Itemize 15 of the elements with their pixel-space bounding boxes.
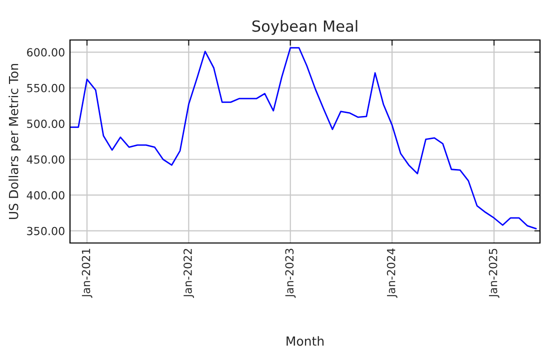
y-tick-label: 500.00 — [27, 120, 64, 128]
y-axis-title: US Dollars per Metric Ton — [8, 64, 21, 220]
x-tick-label: Jan-2021 — [82, 248, 92, 298]
x-tick-label: Jan-2025 — [488, 248, 500, 298]
line-series — [70, 47, 537, 230]
y-tick-label: 400.00 — [26, 191, 64, 200]
x-axis-title: Month — [286, 336, 324, 346]
x-tick-label: Jan-2022 — [184, 248, 194, 298]
y-tick-label: 600.00 — [27, 48, 64, 57]
y-tick-label: 350.00 — [27, 226, 64, 236]
y-tick-label: 550.00 — [27, 84, 64, 92]
x-tick-label: Jan-2023 — [285, 248, 296, 298]
y-tick-label: 450.00 — [26, 155, 64, 164]
x-tick-label: Jan-2024 — [386, 248, 398, 298]
chart-title: Soybean Meal — [252, 20, 358, 35]
